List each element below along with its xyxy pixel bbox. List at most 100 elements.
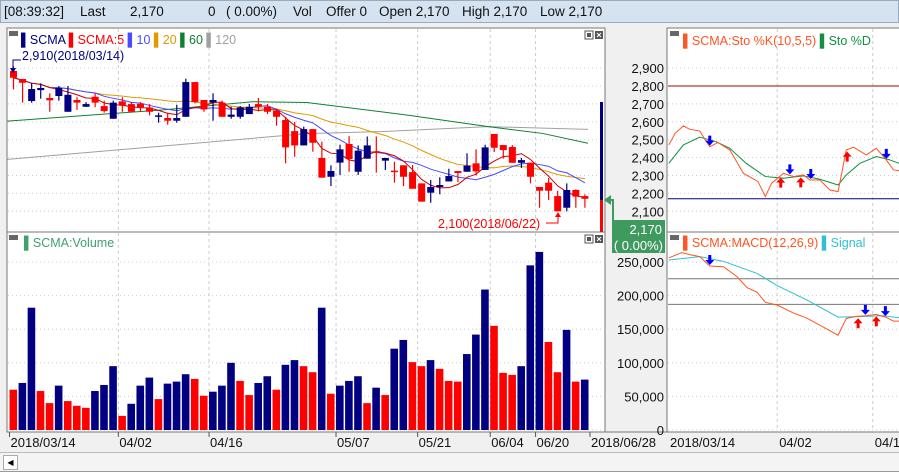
volume-bar: [63, 401, 72, 430]
sto-pane[interactable]: [666, 27, 899, 233]
candle-body: [209, 99, 217, 103]
change-percent: ( 0.00%): [226, 4, 278, 19]
volume-bar: [236, 380, 244, 430]
candle-body: [309, 129, 317, 143]
price-maximize-button[interactable]: [584, 30, 594, 40]
buy-arrow-icon: [842, 151, 852, 162]
volume-bar: [163, 383, 172, 430]
candlestick: [336, 144, 344, 175]
volume-bar: [9, 389, 18, 430]
price-tick-label: 2,600: [631, 115, 664, 130]
chart-area[interactable]: 2,900 2,800 2,700 2,600 2,500 2,400 2,300 2,200…: [0, 23, 899, 452]
price-tick-label: 2,200: [631, 186, 664, 201]
candlestick: [155, 112, 163, 123]
sto-time-tick-label: 04/1: [875, 435, 899, 450]
candle-body: [164, 118, 172, 121]
candle-body: [263, 106, 271, 112]
pane-menu-icon[interactable]: [9, 31, 18, 36]
volume-menu-icon[interactable]: [9, 235, 18, 240]
candlestick: [236, 106, 244, 119]
candle-body: [517, 160, 525, 163]
candlestick: [545, 178, 553, 201]
high-arrow-icon: [10, 68, 16, 73]
macd-legend: ▌SCMA:MACD(12,26,9) ▌Signal: [683, 235, 865, 251]
last-price-badge: 2,170 ( 0.00%): [604, 195, 665, 253]
volume-bar: [272, 389, 281, 430]
candlestick: [309, 129, 317, 152]
candlestick: [91, 93, 99, 108]
time-tick-label: 2018/03/14: [11, 435, 76, 450]
volume-close-button[interactable]: [595, 235, 603, 243]
candlestick: [418, 183, 426, 202]
candle-body: [136, 103, 144, 108]
candle-body: [318, 157, 326, 178]
candlestick: [472, 149, 480, 176]
volume-bar: [145, 377, 154, 430]
candlestick: [164, 112, 172, 125]
sto-menu-icon[interactable]: [670, 31, 679, 36]
price-close-button[interactable]: [595, 31, 603, 39]
candle-body: [436, 184, 444, 187]
time-tick-label: 04/16: [210, 435, 243, 450]
sell-arrow-icon: [881, 148, 891, 159]
candle-body: [300, 129, 308, 146]
volume-bar: [245, 395, 253, 430]
volume-bar: [399, 339, 408, 430]
candlestick: [200, 99, 208, 112]
candle-body: [381, 157, 389, 161]
candle-body: [581, 196, 589, 199]
price-tick-label: 2,500: [631, 133, 664, 148]
volume-bar: [345, 380, 353, 430]
candle-body: [463, 165, 471, 172]
candle-body: [354, 150, 362, 172]
price-tick-label: 2,300: [631, 169, 664, 184]
macd-sell-arrow-icon: [705, 255, 715, 266]
candlestick: [454, 171, 462, 183]
price-tick-label: 2,700: [631, 97, 664, 112]
candle-body: [400, 165, 408, 177]
candle-body: [508, 147, 516, 163]
candlestick: [445, 168, 453, 182]
price-tick-label: 2,800: [631, 79, 664, 94]
candle-body: [273, 110, 281, 117]
volume-bar: [199, 395, 208, 430]
volume-tick-label: 50,000: [624, 389, 664, 404]
candle-body: [390, 170, 398, 173]
volume-tick-label: 150,000: [617, 322, 664, 337]
horizontal-scrollbar[interactable]: ◀: [0, 452, 899, 472]
volume-bar: [526, 265, 535, 430]
volume-maximize-button[interactable]: [584, 234, 594, 244]
volume-bar: [91, 391, 99, 430]
high-label: 2,910(2018/03/14): [22, 49, 124, 63]
candlestick: [572, 189, 580, 208]
candle-body: [245, 106, 253, 115]
candlestick: [345, 136, 353, 172]
low-label: 2,100(2018/06/22): [438, 217, 540, 231]
volume-bar: [100, 384, 108, 430]
candle-body: [46, 97, 54, 101]
candlestick: [517, 157, 525, 168]
volume-bar: [45, 403, 54, 430]
candlestick: [508, 145, 516, 163]
candle-body: [118, 101, 126, 106]
price-tick-label: 2,100: [631, 204, 664, 219]
volume-legend: ▌SCMA:Volume: [24, 235, 114, 251]
candle-body: [64, 94, 72, 112]
volume-bar: [417, 366, 426, 430]
macd-line: [668, 252, 899, 336]
volume-bar: [299, 366, 308, 430]
candle-body: [218, 102, 226, 117]
ma120-line: [7, 126, 588, 160]
candlestick: [291, 121, 299, 157]
volume-bar: [326, 393, 335, 430]
macd-sell-arrow-icon: [880, 306, 890, 317]
scroll-left-button[interactable]: ◀: [3, 455, 18, 470]
ma20-line: [13, 77, 585, 180]
time-tick-label: 06/20: [537, 435, 570, 450]
macd-pane[interactable]: [666, 231, 899, 433]
candle-body: [554, 196, 562, 212]
legend-ma120: 120: [215, 33, 236, 47]
macd-menu-icon[interactable]: [670, 235, 679, 240]
candlestick: [19, 79, 27, 103]
candle-body: [82, 104, 90, 107]
